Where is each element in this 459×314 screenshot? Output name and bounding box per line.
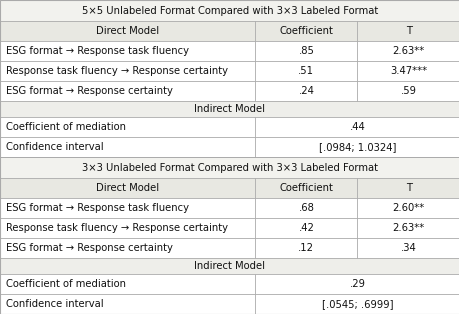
Text: 2.63**: 2.63**: [392, 46, 424, 56]
Bar: [0, 157, 459, 178]
Text: Response task fluency → Response certainty: Response task fluency → Response certain…: [6, 66, 227, 76]
Text: ESG format → Response task fluency: ESG format → Response task fluency: [6, 46, 188, 56]
Text: .34: .34: [400, 243, 416, 253]
Bar: [0, 101, 459, 117]
Text: T: T: [405, 183, 411, 193]
Text: 2.60**: 2.60**: [392, 203, 424, 213]
Text: .51: .51: [298, 66, 313, 76]
Text: Coefficient of mediation: Coefficient of mediation: [6, 279, 125, 289]
Text: [.0545; .6999]: [.0545; .6999]: [321, 299, 392, 309]
Bar: [0, 41, 459, 61]
Text: ESG format → Response certainty: ESG format → Response certainty: [6, 243, 172, 253]
Bar: [0, 238, 459, 258]
Bar: [0, 294, 459, 314]
Text: 3×3 Unlabeled Format Compared with 3×3 Labeled Format: 3×3 Unlabeled Format Compared with 3×3 L…: [82, 163, 377, 173]
Text: .85: .85: [298, 46, 313, 56]
Bar: [0, 137, 459, 157]
Text: .59: .59: [400, 86, 416, 96]
Bar: [0, 274, 459, 294]
Bar: [0, 81, 459, 101]
Bar: [0, 0, 459, 21]
Text: ESG format → Response certainty: ESG format → Response certainty: [6, 86, 172, 96]
Bar: [0, 21, 459, 41]
Bar: [0, 218, 459, 238]
Text: Confidence interval: Confidence interval: [6, 299, 103, 309]
Text: Confidence interval: Confidence interval: [6, 142, 103, 152]
Text: .12: .12: [298, 243, 313, 253]
Text: .42: .42: [298, 223, 313, 233]
Text: [.0984; 1.0324]: [.0984; 1.0324]: [318, 142, 396, 152]
Bar: [0, 198, 459, 218]
Text: Coefficient of mediation: Coefficient of mediation: [6, 122, 125, 132]
Text: Indirect Model: Indirect Model: [194, 104, 265, 114]
Text: 2.63**: 2.63**: [392, 223, 424, 233]
Bar: [0, 117, 459, 137]
Bar: [0, 61, 459, 81]
Bar: [0, 178, 459, 198]
Text: 5×5 Unlabeled Format Compared with 3×3 Labeled Format: 5×5 Unlabeled Format Compared with 3×3 L…: [82, 6, 377, 16]
Text: Coefficient: Coefficient: [279, 183, 333, 193]
Text: Direct Model: Direct Model: [96, 26, 159, 36]
Text: 3.47***: 3.47***: [389, 66, 426, 76]
Text: .44: .44: [349, 122, 365, 132]
Text: Indirect Model: Indirect Model: [194, 261, 265, 271]
Text: .29: .29: [349, 279, 365, 289]
Text: T: T: [405, 26, 411, 36]
Bar: [0, 258, 459, 274]
Text: Direct Model: Direct Model: [96, 183, 159, 193]
Text: ESG format → Response task fluency: ESG format → Response task fluency: [6, 203, 188, 213]
Text: .24: .24: [298, 86, 313, 96]
Text: Coefficient: Coefficient: [279, 26, 333, 36]
Text: .68: .68: [298, 203, 313, 213]
Text: Response task fluency → Response certainty: Response task fluency → Response certain…: [6, 223, 227, 233]
